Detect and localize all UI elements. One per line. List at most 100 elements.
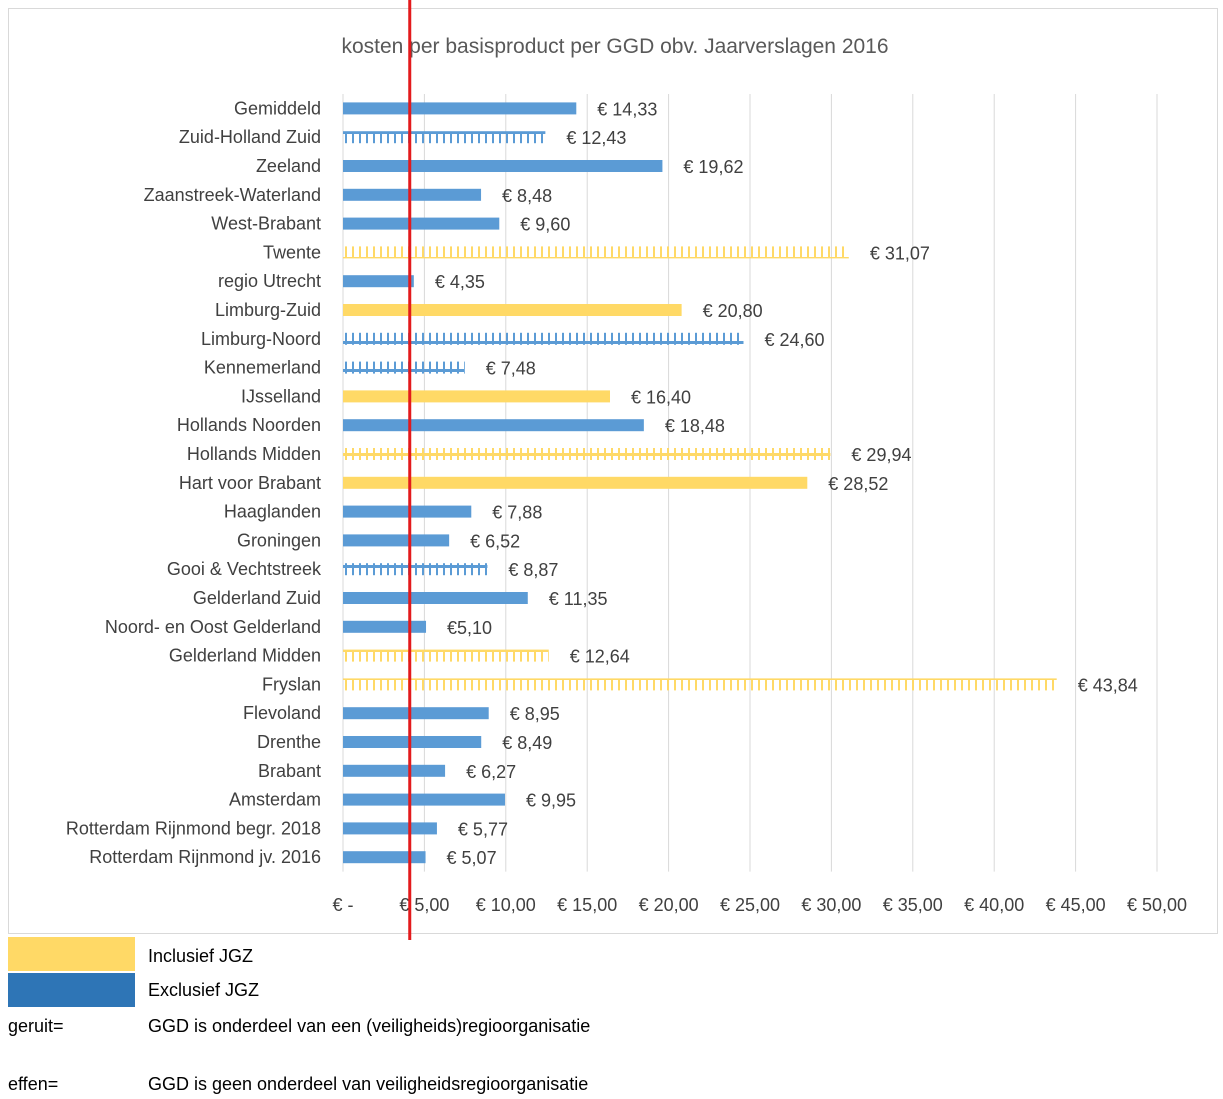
data-label: € 12,64 <box>570 647 630 667</box>
category-label: Gemiddeld <box>234 98 321 118</box>
category-label: Hollands Midden <box>187 444 321 464</box>
data-label: € 8,87 <box>508 560 558 580</box>
geruit-key: geruit= <box>8 1016 64 1036</box>
category-label: Rotterdam Rijnmond begr. 2018 <box>66 818 321 838</box>
category-label: Noord- en Oost Gelderland <box>105 617 321 637</box>
x-tick-label: € 35,00 <box>883 895 943 915</box>
bar <box>343 246 849 259</box>
data-label: € 7,88 <box>492 503 542 523</box>
data-label: €5,10 <box>447 618 492 638</box>
category-label: Amsterdam <box>229 790 321 810</box>
category-label: Gooi & Vechtstreek <box>167 559 322 579</box>
data-label: € 8,49 <box>502 733 552 753</box>
category-label: Twente <box>263 242 321 262</box>
category-label: Limburg-Zuid <box>215 300 321 320</box>
category-label: IJsselland <box>241 386 321 406</box>
bar <box>343 764 446 777</box>
data-label: € 9,60 <box>520 215 570 235</box>
effen-description: GGD is geen onderdeel van veiligheidsreg… <box>148 1074 589 1094</box>
bar <box>343 620 427 633</box>
bar <box>343 361 465 374</box>
bar <box>343 188 482 201</box>
category-label: Kennemerland <box>204 358 321 378</box>
legend-label-exclusief: Exclusief JGZ <box>148 980 260 1000</box>
x-tick-label: € 30,00 <box>801 895 861 915</box>
data-label: € 16,40 <box>631 387 691 407</box>
legend-label-inclusief: Inclusief JGZ <box>148 946 254 966</box>
data-label: € 9,95 <box>526 791 576 811</box>
bar <box>343 304 682 316</box>
bar <box>343 592 528 604</box>
data-label: € 5,77 <box>458 819 508 839</box>
category-label: West-Brabant <box>211 214 321 234</box>
category-label: Limburg-Noord <box>201 329 321 349</box>
bar <box>343 217 500 230</box>
x-tick-label: € 40,00 <box>964 895 1024 915</box>
data-label: € 18,48 <box>665 416 725 436</box>
bar <box>343 707 489 720</box>
category-label: Hart voor Brabant <box>179 473 321 493</box>
category-label: Zaanstreek-Waterland <box>144 185 321 205</box>
x-tick-label: € 10,00 <box>476 895 536 915</box>
bar <box>343 563 488 576</box>
x-tick-label: € 5,00 <box>399 895 449 915</box>
x-tick-label: € 50,00 <box>1127 895 1187 915</box>
bar <box>343 476 808 489</box>
data-label: € 12,43 <box>566 128 626 148</box>
bar <box>343 419 644 432</box>
category-label: regio Utrecht <box>218 271 321 291</box>
category-label: Haaglanden <box>224 502 321 522</box>
data-label: € 43,84 <box>1078 675 1138 695</box>
bar <box>343 160 663 172</box>
bar <box>343 505 472 518</box>
bar <box>343 102 577 115</box>
category-label: Groningen <box>237 530 321 550</box>
category-label: Gelderland Midden <box>169 646 321 666</box>
effen-key: effen= <box>8 1074 59 1094</box>
category-label: Gelderland Zuid <box>193 588 321 608</box>
data-label: € 11,35 <box>549 589 608 609</box>
data-label: € 5,07 <box>447 848 497 868</box>
bar-chart: kosten per basisproduct per GGD obv. Jaa… <box>66 0 1187 940</box>
data-label: € 8,48 <box>502 186 552 206</box>
category-label: Drenthe <box>257 732 321 752</box>
category-label: Hollands Noorden <box>177 415 321 435</box>
category-label: Zeeland <box>256 156 321 176</box>
data-label: € 19,62 <box>683 157 743 177</box>
x-tick-label: € 45,00 <box>1046 895 1106 915</box>
data-label: € 20,80 <box>703 301 763 321</box>
x-tick-label: € 25,00 <box>720 895 780 915</box>
category-label: Rotterdam Rijnmond jv. 2016 <box>89 847 321 867</box>
bar <box>343 678 1057 691</box>
data-label: € 31,07 <box>870 243 930 263</box>
bar <box>343 649 549 662</box>
data-label: € 14,33 <box>597 99 657 119</box>
bar <box>343 793 505 806</box>
legend-swatch-inclusief <box>8 937 135 971</box>
bar <box>343 822 437 835</box>
data-label: € 6,52 <box>470 531 520 551</box>
category-label: Flevoland <box>243 703 321 723</box>
data-label: € 8,95 <box>510 704 560 724</box>
bar <box>343 390 610 403</box>
chart-title: kosten per basisproduct per GGD obv. Jaa… <box>341 35 888 58</box>
data-label: € 7,48 <box>486 359 536 379</box>
category-label: Zuid-Holland Zuid <box>179 127 321 147</box>
bar <box>343 275 414 288</box>
bar <box>343 448 831 460</box>
data-label: € 6,27 <box>466 762 516 782</box>
category-label: Fryslan <box>262 674 321 694</box>
bar <box>343 851 426 864</box>
x-tick-label: € 15,00 <box>557 895 617 915</box>
legend-swatch-exclusief <box>8 973 135 1007</box>
x-tick-label: € - <box>332 895 353 915</box>
category-label: Brabant <box>258 761 321 781</box>
data-label: € 28,52 <box>828 474 888 494</box>
x-tick-label: € 20,00 <box>639 895 699 915</box>
bar <box>343 736 482 748</box>
data-label: € 24,60 <box>764 330 824 350</box>
data-label: € 29,94 <box>851 445 911 465</box>
geruit-description: GGD is onderdeel van een (veiligheids)re… <box>148 1016 591 1036</box>
bar <box>343 332 744 345</box>
data-label: € 4,35 <box>435 272 485 292</box>
